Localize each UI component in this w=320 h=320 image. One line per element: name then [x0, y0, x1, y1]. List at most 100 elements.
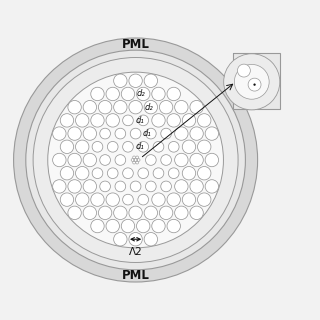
Circle shape — [197, 140, 211, 154]
Circle shape — [237, 64, 250, 77]
Circle shape — [76, 193, 89, 206]
Circle shape — [123, 194, 133, 205]
Circle shape — [130, 128, 141, 139]
Circle shape — [182, 193, 196, 206]
Circle shape — [91, 87, 104, 101]
Circle shape — [197, 193, 211, 206]
Circle shape — [26, 50, 245, 270]
Circle shape — [121, 219, 135, 233]
Text: Λ2: Λ2 — [129, 247, 142, 257]
Circle shape — [129, 233, 142, 246]
Circle shape — [136, 161, 139, 164]
Circle shape — [106, 193, 119, 206]
Circle shape — [138, 168, 148, 179]
Circle shape — [100, 155, 110, 165]
Circle shape — [76, 140, 89, 154]
Circle shape — [253, 84, 256, 86]
Circle shape — [106, 114, 119, 127]
Circle shape — [190, 153, 203, 167]
Circle shape — [114, 233, 127, 246]
Circle shape — [144, 233, 157, 246]
Circle shape — [152, 193, 165, 206]
Circle shape — [123, 115, 133, 126]
Circle shape — [144, 206, 157, 220]
Circle shape — [175, 206, 188, 220]
Circle shape — [68, 180, 81, 193]
Circle shape — [100, 128, 110, 139]
Circle shape — [175, 180, 188, 193]
Circle shape — [248, 78, 261, 91]
Circle shape — [182, 140, 196, 154]
Circle shape — [115, 155, 126, 165]
Circle shape — [137, 159, 140, 161]
Circle shape — [48, 72, 223, 248]
Bar — [233, 52, 280, 109]
Circle shape — [190, 127, 203, 140]
Circle shape — [175, 127, 188, 140]
Circle shape — [159, 100, 173, 114]
Circle shape — [167, 114, 180, 127]
Circle shape — [60, 193, 74, 206]
Circle shape — [68, 206, 81, 220]
Circle shape — [161, 181, 172, 192]
Circle shape — [138, 115, 148, 126]
Circle shape — [91, 114, 104, 127]
Circle shape — [205, 127, 219, 140]
Circle shape — [114, 206, 127, 220]
Text: d₁: d₁ — [143, 129, 151, 138]
Circle shape — [205, 180, 219, 193]
Circle shape — [68, 127, 81, 140]
Text: d₁: d₁ — [135, 142, 144, 151]
Circle shape — [106, 219, 119, 233]
Circle shape — [68, 100, 81, 114]
Circle shape — [138, 141, 148, 152]
Circle shape — [234, 64, 269, 99]
Circle shape — [129, 206, 142, 220]
Circle shape — [114, 74, 127, 87]
Circle shape — [175, 153, 188, 167]
Circle shape — [144, 74, 157, 87]
Text: d₁: d₁ — [135, 116, 144, 125]
Text: d₂: d₂ — [144, 103, 153, 112]
Circle shape — [115, 128, 126, 139]
Circle shape — [167, 219, 180, 233]
Circle shape — [137, 87, 150, 101]
Circle shape — [131, 159, 134, 161]
Circle shape — [106, 87, 119, 101]
Circle shape — [146, 181, 156, 192]
Circle shape — [98, 100, 112, 114]
Text: d₂: d₂ — [137, 90, 145, 99]
Circle shape — [133, 156, 135, 159]
Circle shape — [197, 114, 211, 127]
Circle shape — [136, 156, 139, 159]
Circle shape — [197, 166, 211, 180]
Circle shape — [138, 194, 148, 205]
Circle shape — [91, 193, 104, 206]
Circle shape — [52, 180, 66, 193]
Circle shape — [152, 114, 165, 127]
Circle shape — [190, 180, 203, 193]
Circle shape — [134, 159, 137, 161]
Circle shape — [114, 100, 127, 114]
Circle shape — [33, 58, 238, 262]
Circle shape — [129, 100, 142, 114]
Circle shape — [146, 128, 156, 139]
Circle shape — [152, 219, 165, 233]
Circle shape — [129, 74, 142, 87]
Circle shape — [182, 114, 196, 127]
Circle shape — [168, 168, 179, 179]
Circle shape — [52, 153, 66, 167]
Circle shape — [13, 38, 258, 282]
Circle shape — [60, 114, 74, 127]
Circle shape — [153, 141, 164, 152]
Circle shape — [108, 141, 118, 152]
Circle shape — [161, 128, 172, 139]
Circle shape — [52, 127, 66, 140]
Circle shape — [123, 141, 133, 152]
Circle shape — [130, 181, 141, 192]
Circle shape — [108, 168, 118, 179]
Circle shape — [144, 100, 157, 114]
Bar — [233, 52, 280, 109]
Circle shape — [190, 206, 203, 220]
Circle shape — [167, 193, 180, 206]
